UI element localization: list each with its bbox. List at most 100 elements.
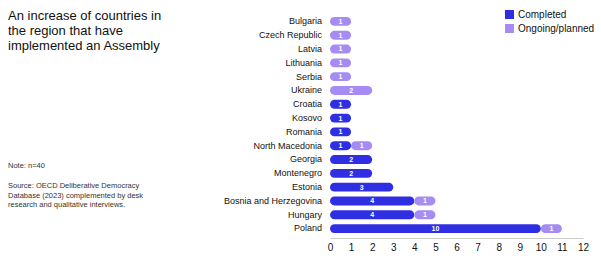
bar — [330, 72, 351, 81]
tick: Kosovo — [292, 113, 330, 123]
category-label: Bosnia and Herzegovina — [224, 196, 322, 206]
data-label: 1 — [549, 225, 553, 232]
tick: Romania — [286, 127, 330, 137]
bar — [541, 224, 562, 233]
category-label: Latvia — [298, 44, 322, 54]
tick: Hungary — [288, 210, 330, 220]
category-label: Poland — [294, 223, 322, 233]
category-label: Czech Republic — [259, 30, 323, 40]
text-line: Source: OECD Deliberative Democracy — [8, 181, 140, 190]
bar — [330, 183, 393, 192]
text-line: An increase of countries in — [8, 8, 161, 23]
bar — [330, 86, 372, 95]
tick-label: 11 — [557, 242, 568, 253]
tick-label: 3 — [391, 242, 397, 253]
x-axis: 0123456789101112 — [328, 238, 590, 253]
tick: 9 — [517, 238, 523, 253]
tick: 11 — [557, 238, 568, 253]
data-label: 1 — [423, 211, 427, 218]
bar — [330, 155, 372, 164]
bar — [330, 210, 414, 219]
tick: Lithuania — [285, 58, 330, 68]
data-label: 1 — [339, 18, 343, 25]
data-labels: 111122344101111121111 — [339, 18, 554, 232]
text-line: research and qualitative interviews. — [8, 200, 125, 209]
data-label: 10 — [432, 225, 440, 232]
axis-line — [331, 238, 584, 239]
tick-label: 4 — [412, 242, 418, 253]
tick: 1 — [349, 238, 355, 253]
tick-label: 6 — [454, 242, 460, 253]
tick: Ukraine — [291, 85, 330, 95]
tick: Estonia — [292, 182, 330, 192]
tick: 3 — [391, 238, 397, 253]
data-label: 1 — [339, 73, 343, 80]
tick: Bosnia and Herzegovina — [224, 196, 330, 206]
data-label: 4 — [370, 197, 374, 204]
bar — [330, 141, 351, 150]
bar — [330, 224, 541, 233]
category-label: Georgia — [290, 154, 322, 164]
text-line: the region that have — [8, 23, 123, 38]
tick: 5 — [433, 238, 439, 253]
legend-label: Completed — [518, 9, 566, 20]
category-label: Ukraine — [291, 85, 322, 95]
data-label: 1 — [360, 142, 364, 149]
annotation: Note: n=40 — [8, 161, 45, 170]
tick: Georgia — [290, 154, 330, 164]
legend-label: Ongoing/planned — [518, 23, 594, 34]
data-label: 1 — [339, 32, 343, 39]
bar — [351, 100, 352, 109]
bar — [330, 17, 351, 26]
category-label: Hungary — [288, 210, 323, 220]
tick-label: 8 — [496, 242, 502, 253]
category-label: Montenegro — [274, 168, 322, 178]
bar — [393, 183, 394, 192]
tick: Montenegro — [274, 168, 330, 178]
annotation: Source: OECD Deliberative DemocracyDatab… — [8, 181, 143, 209]
tick: Poland — [294, 223, 330, 233]
tick: 2 — [370, 238, 376, 253]
bar — [330, 197, 414, 206]
bar — [372, 155, 373, 164]
data-label: 1 — [339, 101, 343, 108]
data-label: 1 — [339, 115, 343, 122]
data-label: 1 — [423, 197, 427, 204]
data-label: 2 — [349, 170, 353, 177]
tick: 7 — [475, 238, 481, 253]
bar — [330, 31, 351, 40]
bars — [330, 17, 562, 233]
tick: 4 — [412, 238, 418, 253]
tick: North Macedonia — [253, 141, 330, 151]
title: An increase of countries inthe region th… — [8, 8, 161, 53]
category-label: Croatia — [293, 99, 322, 109]
legend-swatch — [505, 24, 514, 33]
bar — [330, 100, 351, 109]
tick: 6 — [454, 238, 460, 253]
bar — [330, 169, 372, 178]
category-label: North Macedonia — [253, 141, 322, 151]
data-label: 2 — [349, 87, 353, 94]
tick-label: 2 — [370, 242, 376, 253]
data-label: 2 — [349, 156, 353, 163]
bar — [351, 114, 352, 123]
tick: Czech Republic — [259, 30, 330, 40]
data-label: 3 — [360, 184, 364, 191]
tick: Bulgaria — [289, 16, 330, 26]
tick: Croatia — [293, 99, 330, 109]
bar — [330, 58, 351, 67]
data-label: 4 — [370, 211, 374, 218]
text-line: Note: n=40 — [8, 161, 45, 170]
tick: 12 — [578, 238, 590, 253]
tick: 0 — [328, 238, 334, 253]
category-label: Estonia — [292, 182, 322, 192]
bar — [330, 45, 351, 54]
category-label: Bulgaria — [289, 16, 322, 26]
bar — [330, 127, 351, 136]
data-label: 1 — [339, 142, 343, 149]
bar — [351, 141, 372, 150]
tick-label: 10 — [536, 242, 548, 253]
data-label: 1 — [339, 128, 343, 135]
tick-label: 9 — [517, 242, 523, 253]
tick-label: 0 — [328, 242, 334, 253]
